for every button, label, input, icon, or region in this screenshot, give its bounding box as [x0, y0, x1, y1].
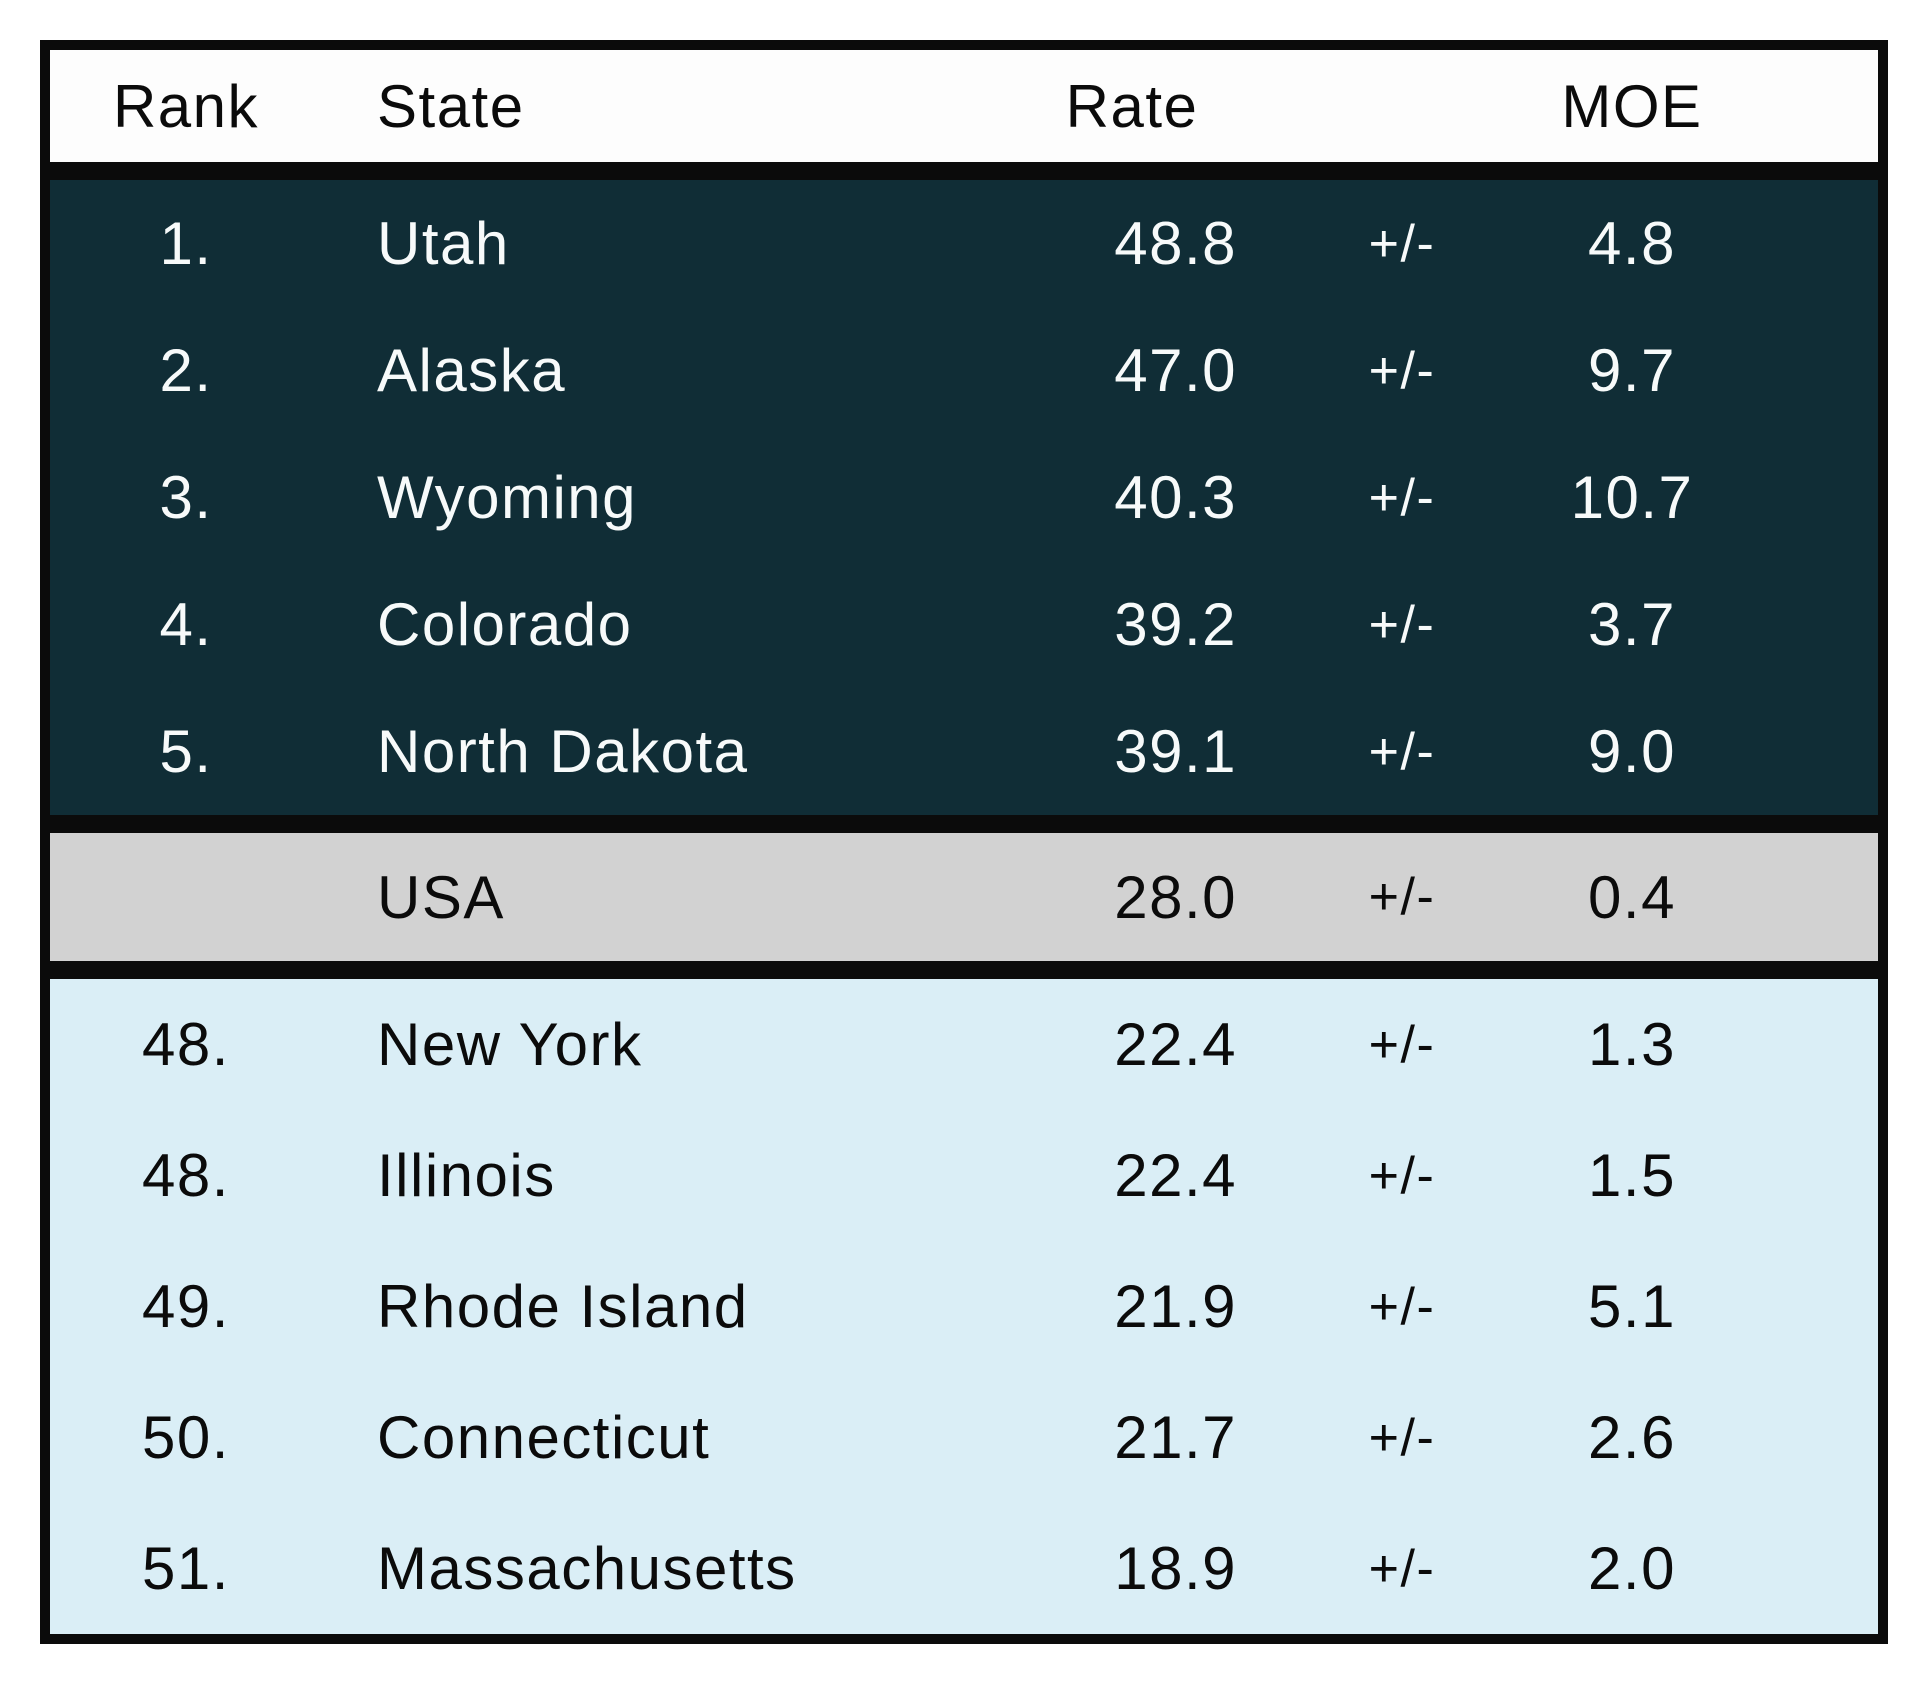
- rate-cell: 21.7: [1114, 1404, 1237, 1471]
- state-cell: Illinois: [377, 1142, 556, 1209]
- state-cell: Alaska: [377, 337, 567, 404]
- state-cell: USA: [377, 863, 505, 931]
- rate-cell: 21.9: [1114, 1273, 1237, 1340]
- moe-cell: 1.5: [1588, 1142, 1676, 1209]
- table-row-connecticut: 50. Connecticut 21.7 +/- 2.6: [50, 1372, 1878, 1503]
- column-header-moe: MOE: [1561, 72, 1703, 140]
- rate-cell: 22.4: [1114, 1142, 1237, 1209]
- moe-cell: 9.0: [1588, 718, 1676, 785]
- moe-cell: 10.7: [1570, 464, 1694, 531]
- plus-minus-sign: +/-: [1368, 722, 1436, 781]
- state-cell: Utah: [377, 210, 510, 277]
- plus-minus-sign: +/-: [1368, 1539, 1436, 1598]
- table-row-illinois: 48. Illinois 22.4 +/- 1.5: [50, 1110, 1878, 1241]
- column-header-state: State: [377, 72, 525, 140]
- table-row-north-dakota: 5. North Dakota 39.1 +/- 9.0: [50, 688, 1878, 815]
- state-cell: Colorado: [377, 591, 633, 658]
- moe-cell: 4.8: [1588, 210, 1676, 277]
- table-row-alaska: 2. Alaska 47.0 +/- 9.7: [50, 307, 1878, 434]
- rate-cell: 18.9: [1114, 1535, 1237, 1602]
- plus-minus-sign: +/-: [1368, 214, 1436, 273]
- state-cell: Massachusetts: [377, 1535, 797, 1602]
- moe-cell: 1.3: [1588, 1011, 1676, 1078]
- rate-cell: 28.0: [1114, 863, 1237, 931]
- moe-cell: 5.1: [1588, 1273, 1676, 1340]
- rate-cell: 48.8: [1114, 210, 1237, 277]
- rate-cell: 47.0: [1114, 337, 1237, 404]
- state-cell: Wyoming: [377, 464, 638, 531]
- table-row-wyoming: 3. Wyoming 40.3 +/- 10.7: [50, 434, 1878, 561]
- plus-minus-sign: +/-: [1368, 1015, 1436, 1074]
- rate-cell: 22.4: [1114, 1011, 1237, 1078]
- rank-cell: 3.: [159, 464, 213, 531]
- rate-cell: 39.2: [1114, 591, 1237, 658]
- usa-benchmark-section: USA 28.0 +/- 0.4: [50, 833, 1878, 961]
- usa-top-divider: [50, 815, 1878, 833]
- rank-cell: 48.: [142, 1142, 230, 1209]
- rank-cell: 4.: [159, 591, 213, 658]
- moe-cell: 0.4: [1588, 863, 1676, 931]
- plus-minus-sign: +/-: [1368, 468, 1436, 527]
- rank-cell: 1.: [159, 210, 213, 277]
- table-header-row: Rank State Rate MOE: [50, 50, 1878, 162]
- table-row-rhode-island: 49. Rhode Island 21.9 +/- 5.1: [50, 1241, 1878, 1372]
- state-cell: New York: [377, 1011, 643, 1078]
- rank-cell: 51.: [142, 1535, 230, 1602]
- state-cell: Connecticut: [377, 1404, 711, 1471]
- table-row-utah: 1. Utah 48.8 +/- 4.8: [50, 180, 1878, 307]
- plus-minus-sign: +/-: [1368, 1277, 1436, 1336]
- column-header-rank: Rank: [112, 72, 260, 140]
- plus-minus-sign: +/-: [1368, 1146, 1436, 1205]
- state-cell: Rhode Island: [377, 1273, 749, 1340]
- table-row-usa: USA 28.0 +/- 0.4: [50, 833, 1878, 961]
- plus-minus-sign: +/-: [1368, 868, 1436, 926]
- column-header-rate: Rate: [1065, 72, 1199, 140]
- plus-minus-sign: +/-: [1368, 1408, 1436, 1467]
- state-rate-rankings-table: Rank State Rate MOE 1. Utah 48.8 +/- 4.8…: [40, 40, 1888, 1644]
- state-cell: North Dakota: [377, 718, 749, 785]
- header-divider: [50, 162, 1878, 180]
- moe-cell: 2.6: [1588, 1404, 1676, 1471]
- rank-cell: 2.: [159, 337, 213, 404]
- usa-bottom-divider: [50, 961, 1878, 979]
- rank-cell: 49.: [142, 1273, 230, 1340]
- plus-minus-sign: +/-: [1368, 341, 1436, 400]
- table-row-new-york: 48. New York 22.4 +/- 1.3: [50, 979, 1878, 1110]
- bottom-ranked-section: 48. New York 22.4 +/- 1.3 48. Illinois 2…: [50, 979, 1878, 1634]
- table-row-massachusetts: 51. Massachusetts 18.9 +/- 2.0: [50, 1503, 1878, 1634]
- table-row-colorado: 4. Colorado 39.2 +/- 3.7: [50, 561, 1878, 688]
- moe-cell: 3.7: [1588, 591, 1676, 658]
- rank-cell: 5.: [159, 718, 213, 785]
- rank-cell: 50.: [142, 1404, 230, 1471]
- moe-cell: 2.0: [1588, 1535, 1676, 1602]
- rate-cell: 40.3: [1114, 464, 1237, 531]
- plus-minus-sign: +/-: [1368, 595, 1436, 654]
- rate-cell: 39.1: [1114, 718, 1237, 785]
- moe-cell: 9.7: [1588, 337, 1676, 404]
- rank-cell: 48.: [142, 1011, 230, 1078]
- top-five-section: 1. Utah 48.8 +/- 4.8 2. Alaska 47.0 +/- …: [50, 180, 1878, 815]
